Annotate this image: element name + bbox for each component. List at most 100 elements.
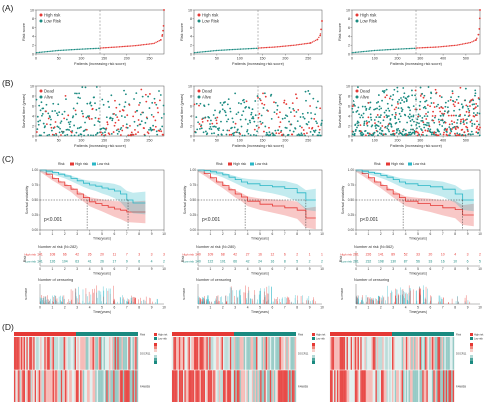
heatmap-cell [192, 337, 195, 370]
alive-point [150, 113, 153, 116]
heatmap-cell [78, 370, 81, 402]
x-tick-label: 0 [35, 139, 37, 143]
legend-low-risk-marker [197, 19, 201, 23]
alive-point [355, 110, 358, 113]
alive-point [263, 92, 266, 95]
alive-point [250, 111, 253, 114]
dead-point [449, 99, 452, 101]
high-risk-point [114, 46, 116, 48]
heatmap-cell [275, 370, 277, 402]
risk-count-high: 1 [321, 253, 323, 257]
alive-point [408, 133, 411, 136]
alive-point [40, 101, 43, 104]
risk-count-high: 141 [378, 253, 384, 257]
legend-alive-marker [355, 95, 359, 99]
alive-point [434, 131, 437, 134]
alive-point [56, 125, 59, 128]
dead-point [416, 134, 419, 137]
heatmap-cell [96, 370, 99, 402]
dead-point [443, 131, 445, 134]
low-risk-point [40, 51, 42, 53]
heatmap-cell [444, 337, 446, 370]
heatmap-cell [33, 370, 35, 402]
alive-point [213, 125, 216, 128]
heatmap-cell [280, 370, 283, 402]
heatmap-cell [253, 337, 255, 370]
dead-point [473, 115, 476, 118]
x-tick-label: 3 [392, 232, 394, 236]
low-risk-point [410, 47, 412, 50]
high-risk-point [125, 45, 127, 48]
alive-point [213, 132, 216, 135]
low-risk-point [383, 49, 385, 51]
dead-point [352, 105, 354, 108]
alive-point [142, 111, 145, 114]
dead-point [424, 129, 427, 132]
heatmap-cell [26, 370, 28, 402]
heatmap-cell [176, 370, 178, 402]
heatmap-cell [126, 337, 129, 370]
risk-table-axis-label: Risk [181, 255, 185, 262]
y-tick-label: 4 [348, 114, 350, 118]
alive-point [42, 107, 45, 110]
panel-label-b: (B) [2, 78, 14, 88]
alive-point [136, 109, 139, 112]
x-tick-label: 0 [35, 57, 37, 61]
legend-high-risk-swatch [312, 333, 315, 336]
y-tick-label: 8 [348, 94, 350, 98]
heatmap-cell [423, 337, 426, 370]
x-tick-label: 8 [454, 232, 456, 236]
heatmap-cell [389, 337, 391, 370]
alive-point [74, 92, 76, 95]
alive-point [382, 119, 385, 122]
alive-point [462, 105, 464, 108]
alive-point [111, 119, 114, 122]
heatmap-cell [397, 370, 399, 402]
alive-point [163, 113, 165, 115]
legend-high-risk-label: High risk [316, 334, 326, 337]
high-risk-point [123, 45, 125, 48]
dead-point [145, 100, 148, 103]
alive-point [236, 131, 238, 134]
x-tick-label: 7 [442, 232, 444, 236]
heatmap-cell [224, 337, 226, 370]
dead-point [108, 133, 111, 136]
heatmap-cell [25, 337, 27, 370]
dead-point [475, 103, 478, 105]
heatmap-cell [416, 337, 419, 370]
dead-point [293, 109, 296, 112]
alive-point [225, 114, 227, 117]
censor-x-axis-label: Time(years) [251, 310, 269, 314]
low-risk-point [351, 51, 353, 54]
alive-point [243, 134, 246, 137]
alive-point [471, 103, 474, 106]
legend-low-risk-label: Low risk [474, 338, 484, 341]
dead-point [121, 129, 124, 132]
alive-point [426, 124, 428, 127]
heatmap-cell [354, 337, 357, 370]
alive-point [71, 116, 74, 119]
alive-point [319, 134, 322, 137]
dead-point [450, 120, 453, 123]
dead-point [97, 117, 100, 120]
dead-point [464, 119, 467, 121]
heatmap-cell [213, 337, 215, 370]
high-risk-point [294, 44, 296, 46]
dead-point [198, 104, 200, 107]
high-risk-point [117, 46, 119, 48]
dead-point [258, 112, 261, 115]
alive-point [288, 120, 290, 123]
dead-point [300, 126, 303, 129]
x-tick-label: 7 [284, 232, 286, 236]
alive-point [155, 130, 158, 133]
low-risk-point [377, 49, 379, 52]
high-risk-outlier-point [309, 42, 312, 44]
heatmap-cell [290, 370, 292, 402]
low-risk-point [65, 49, 68, 51]
risk-row-high-label: High risk [182, 253, 194, 257]
risk-count-low: 101 [220, 260, 226, 264]
low-risk-point [211, 50, 213, 52]
dead-point [279, 111, 281, 114]
dead-point [382, 133, 385, 136]
risk-x-axis-label: Time(years) [93, 272, 111, 276]
